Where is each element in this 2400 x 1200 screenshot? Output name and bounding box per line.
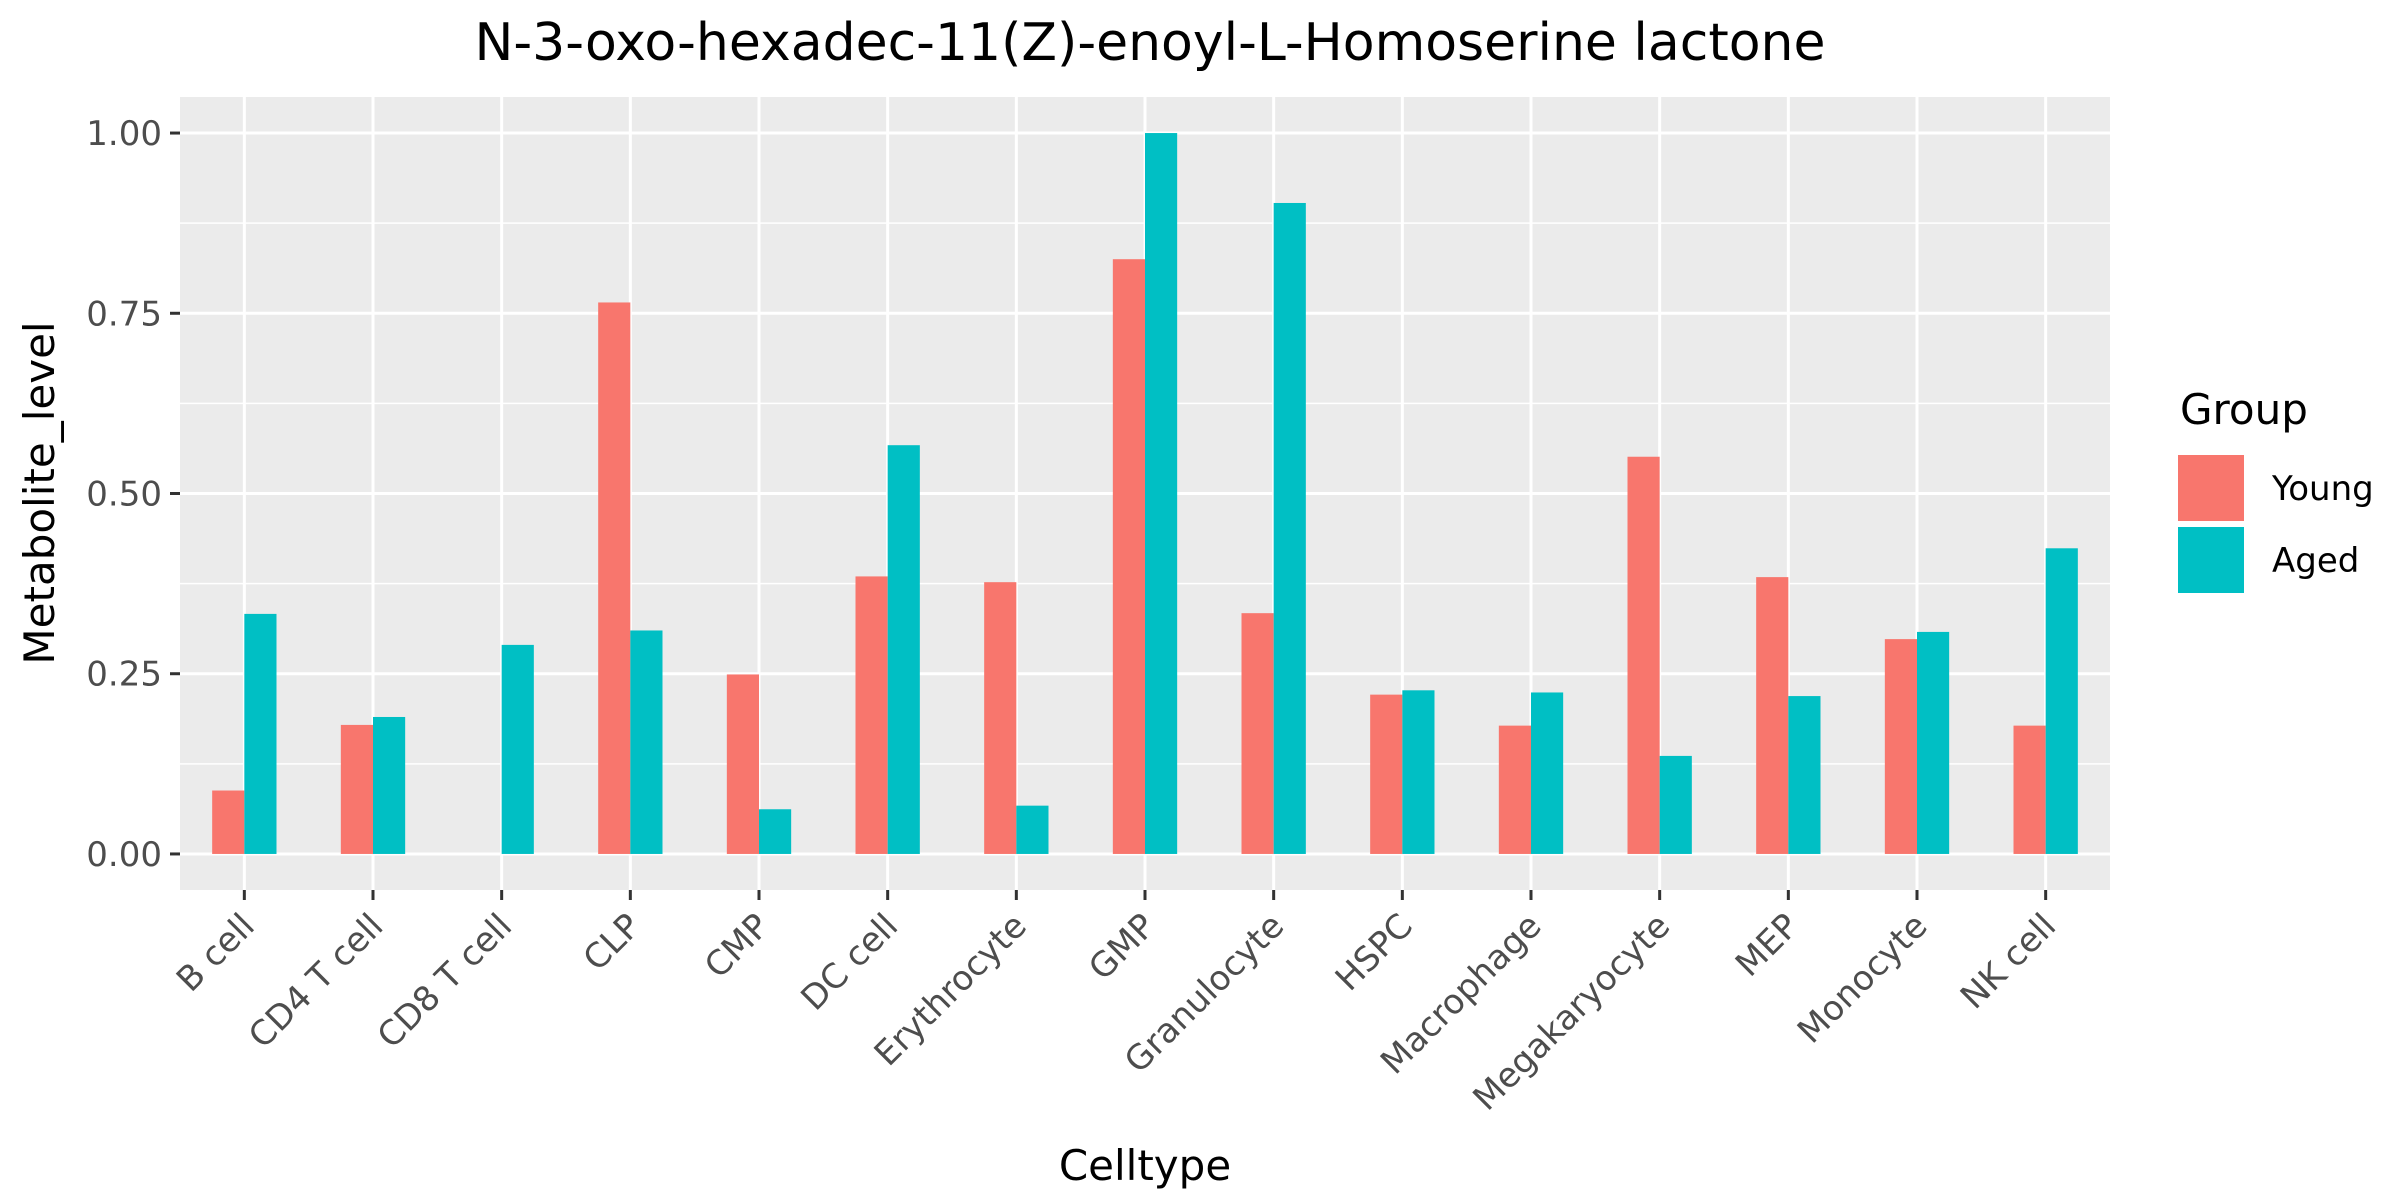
- x-tick-label: CD8 T cell: [370, 906, 520, 1056]
- bar-young: [598, 302, 631, 854]
- legend-key-young: [2178, 455, 2244, 521]
- bar-young: [1112, 259, 1145, 854]
- chart-title: N-3-oxo-hexadec-11(Z)-enoyl-L-Homoserine…: [475, 13, 1826, 73]
- y-tick-label: 0.25: [86, 655, 162, 695]
- x-tick-label: NK cell: [1953, 906, 2064, 1017]
- y-tick-label: 0.75: [86, 294, 162, 334]
- bar-young: [1756, 577, 1789, 854]
- bar-aged: [1788, 696, 1821, 854]
- bar-aged: [501, 644, 534, 854]
- legend-title: Group: [2180, 385, 2308, 434]
- bar-aged: [887, 445, 920, 854]
- x-tick-label: HSPC: [1328, 906, 1421, 999]
- bar-young: [340, 724, 373, 854]
- y-axis: 0.00 0.25 0.50 0.75 1.00: [86, 114, 180, 875]
- bar-aged: [244, 613, 277, 854]
- y-tick-label: 0.00: [86, 835, 162, 875]
- bar-young: [726, 674, 759, 854]
- bar-young: [2013, 725, 2046, 854]
- bar-young: [1884, 639, 1917, 854]
- bar-young: [984, 582, 1017, 854]
- y-tick-label: 0.50: [86, 475, 162, 515]
- legend: Group Young Aged: [2178, 385, 2374, 593]
- bar-aged: [1531, 692, 1564, 854]
- legend-item-young: Young: [2178, 455, 2374, 521]
- y-tick-label: 1.00: [86, 114, 162, 154]
- legend-item-aged: Aged: [2178, 527, 2359, 593]
- legend-label: Young: [2271, 469, 2374, 509]
- bar-aged: [1917, 631, 1950, 854]
- bar-aged: [759, 809, 792, 854]
- bar-aged: [1016, 805, 1049, 854]
- x-tick-label: Monocyte: [1790, 906, 1935, 1051]
- bar-aged: [1659, 755, 1692, 854]
- bar-young: [1498, 725, 1531, 854]
- y-axis-title: Metabolite_level: [15, 321, 64, 664]
- bar-aged: [2045, 548, 2078, 854]
- legend-key-aged: [2178, 527, 2244, 593]
- bar-young: [1241, 613, 1274, 854]
- bar-aged: [373, 716, 406, 854]
- bar-young: [1627, 456, 1660, 854]
- legend-label: Aged: [2272, 541, 2359, 581]
- x-tick-label: CMP: [697, 906, 777, 986]
- bar-aged: [1145, 133, 1178, 854]
- bar-aged: [1273, 202, 1306, 854]
- x-tick-label: CD4 T cell: [241, 906, 391, 1056]
- bar-young: [1370, 694, 1403, 854]
- bar-young: [855, 576, 888, 854]
- legend-items: Young Aged: [2178, 455, 2374, 593]
- bar-aged: [1402, 690, 1435, 854]
- x-tick-label: CLP: [576, 906, 649, 979]
- x-tick-label: B cell: [169, 906, 263, 1000]
- bars: [212, 133, 2078, 854]
- bar-aged: [630, 630, 663, 854]
- x-axis-title: Celltype: [1059, 1141, 1231, 1190]
- bar-young: [212, 790, 245, 854]
- x-tick-label: GMP: [1081, 906, 1163, 988]
- x-tick-label: MEP: [1728, 906, 1807, 985]
- x-tick-label: DC cell: [793, 906, 906, 1019]
